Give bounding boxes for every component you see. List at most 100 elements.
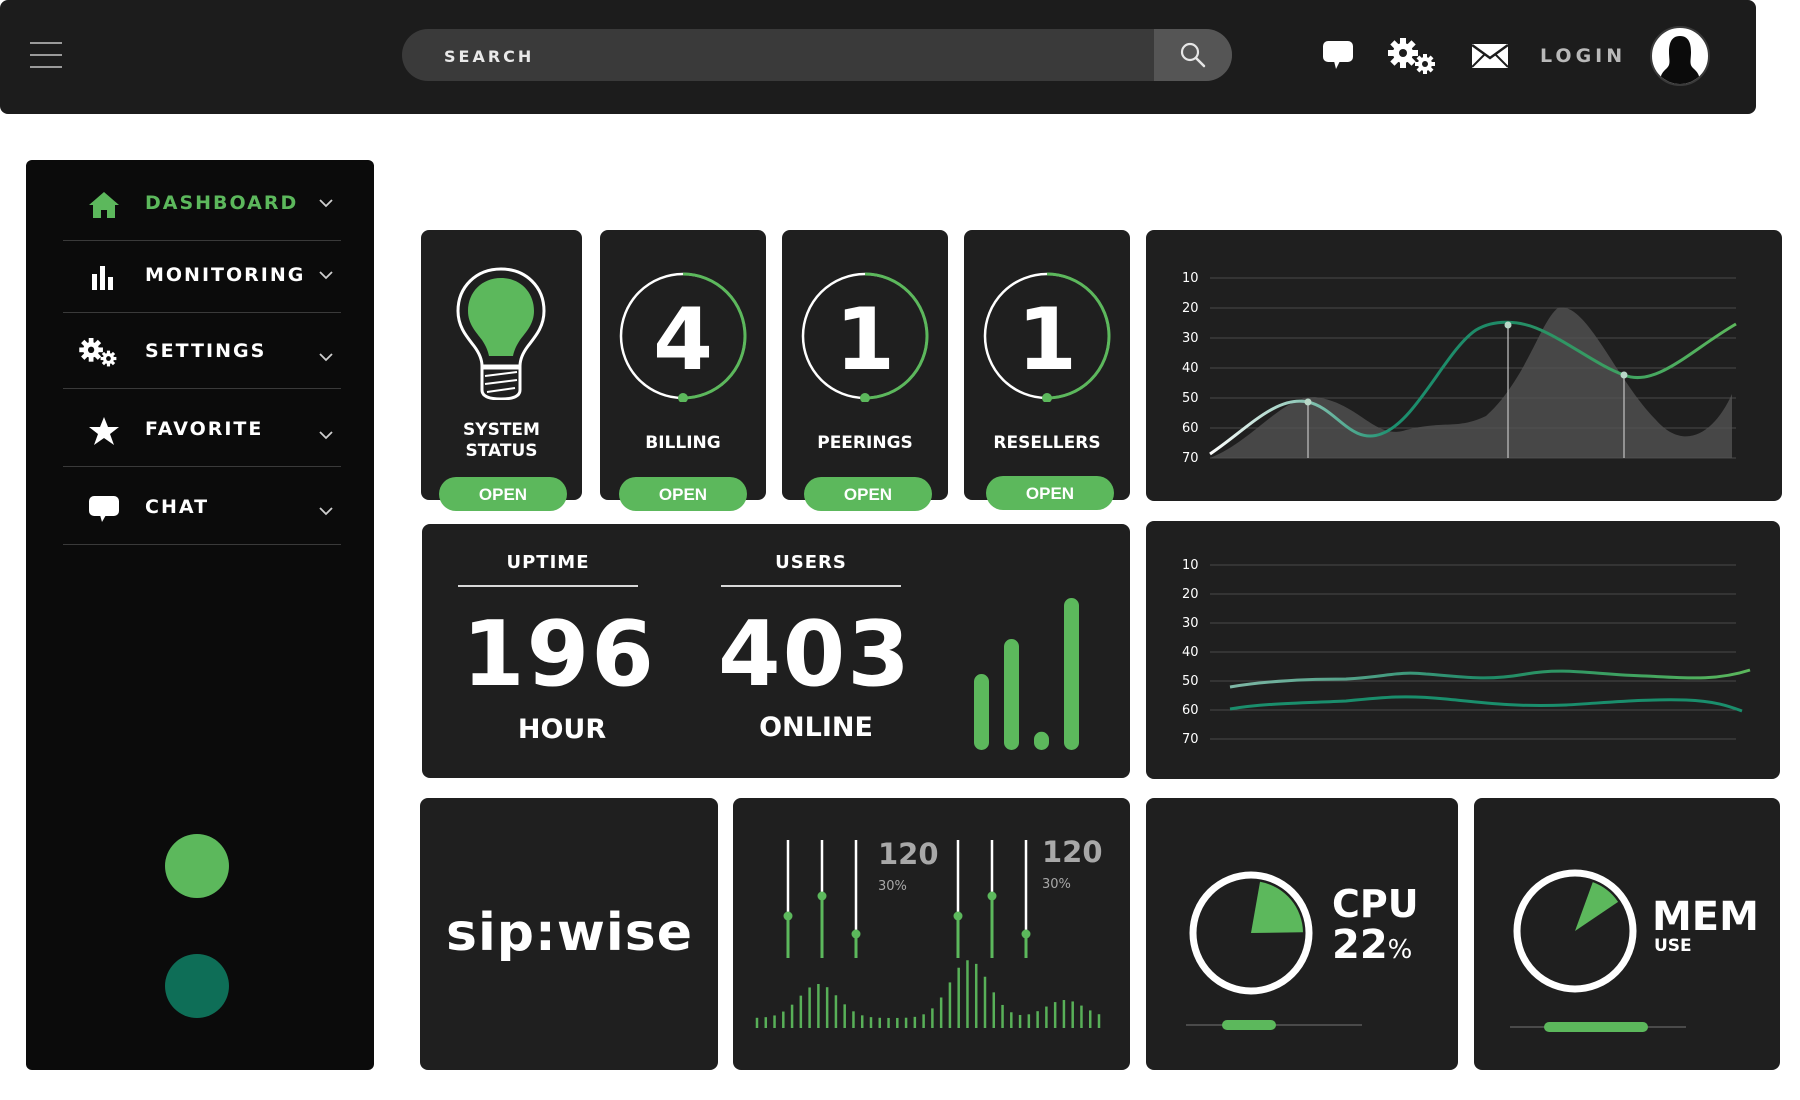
cpu-value: 22	[1332, 922, 1388, 968]
uptime-unit: HOUR	[517, 714, 607, 745]
hamburger-menu-icon[interactable]	[30, 42, 62, 68]
equalizer-panel: 120 30% 120 30%	[733, 798, 1130, 1070]
gears-icon	[79, 338, 117, 367]
y-tick-label: 70	[1182, 732, 1199, 747]
peerings-ring	[801, 272, 929, 402]
y-tick-label: 20	[1182, 301, 1199, 316]
peerings-open-button[interactable]: OPEN	[804, 477, 932, 511]
signal-bars	[974, 598, 1079, 750]
cpu-title: CPU	[1332, 882, 1419, 926]
y-tick-label: 60	[1182, 421, 1199, 436]
sidebar-item-label: SETTINGS	[145, 340, 267, 362]
billing-open-button[interactable]: OPEN	[619, 477, 747, 511]
eq-slider-knob[interactable]	[953, 911, 963, 921]
card-label: RESELLERS	[993, 433, 1101, 453]
equalizer-left-value: 120	[878, 837, 939, 871]
resellers-open-button[interactable]: OPEN	[986, 476, 1114, 510]
search-button[interactable]	[1154, 29, 1232, 81]
resellers-count: 1	[1017, 290, 1077, 390]
sidebar-item-monitoring[interactable]: MONITORING	[63, 242, 341, 313]
peerings-card: 1 PEERINGS OPEN	[782, 230, 948, 511]
system-status-open-button[interactable]: OPEN	[439, 477, 567, 511]
svg-text:sip:wise: sip:wise	[446, 904, 692, 963]
chat-icon[interactable]	[1322, 40, 1354, 70]
login-link[interactable]: LOGIN	[1540, 45, 1627, 67]
chevron-down-icon	[319, 271, 333, 280]
uptime-value: 196	[462, 602, 656, 707]
billing-count: 4	[653, 290, 713, 390]
area-series	[1210, 307, 1732, 458]
stats-panel: UPTIME USERS 196 403 HOUR ONLINE	[422, 524, 1130, 778]
y-tick-label: 40	[1182, 361, 1199, 376]
y-tick-label: 30	[1182, 616, 1199, 631]
user-silhouette-icon	[1660, 36, 1700, 84]
sidebar-item-dashboard[interactable]: DASHBOARD	[63, 170, 341, 241]
equalizer-left-percent: 30%	[878, 879, 907, 894]
card-label: STATUS	[465, 441, 538, 461]
status-dot-green[interactable]	[165, 834, 229, 898]
cpu-progress	[1222, 1020, 1276, 1030]
card-label: BILLING	[645, 433, 721, 453]
equalizer-right-value: 120	[1042, 835, 1103, 869]
cpu-panel: CPU 22%	[1146, 798, 1458, 1070]
sidebar-item-favorite[interactable]: FAVORITE	[63, 396, 341, 467]
y-tick-label: 40	[1182, 645, 1199, 660]
mem-title: MEM	[1652, 894, 1759, 940]
data-point	[1304, 398, 1312, 406]
cpu-unit: %	[1387, 935, 1413, 965]
users-value: 403	[718, 602, 912, 707]
mem-gauge	[1513, 869, 1637, 993]
uptime-label: UPTIME	[458, 552, 638, 587]
users-unit: ONLINE	[759, 712, 873, 743]
search-input[interactable]	[442, 29, 1096, 81]
eq-slider-knob[interactable]	[783, 911, 793, 921]
resellers-card: 1 RESELLERS OPEN	[964, 230, 1130, 510]
sidebar-item-chat[interactable]: CHAT	[63, 474, 341, 545]
cpu-value-line: 22%	[1332, 922, 1412, 968]
area-chart: 10 20 30 40 50 60 70	[1182, 271, 1737, 466]
mem-subtitle: USE	[1654, 936, 1692, 956]
billing-ring	[619, 272, 747, 402]
chevron-down-icon	[319, 507, 333, 516]
card-label: SYSTEM	[463, 420, 540, 440]
y-tick-label: 70	[1182, 451, 1199, 466]
equalizer-right-percent: 30%	[1042, 877, 1071, 892]
signal-bar	[974, 674, 989, 750]
sidebar: DASHBOARD MONITORING SETTINGS FAVORITE C	[26, 160, 374, 1070]
signal-bar	[1004, 639, 1019, 750]
signal-bar	[1034, 731, 1049, 750]
area-chart-panel: 10 20 30 40 50 60 70	[1146, 230, 1782, 501]
home-icon	[89, 192, 119, 218]
chevron-down-icon	[319, 353, 333, 362]
avatar[interactable]	[1650, 26, 1710, 86]
eq-slider-knob[interactable]	[1021, 929, 1031, 939]
sidebar-item-label: DASHBOARD	[145, 192, 299, 214]
chevron-down-icon	[319, 431, 333, 440]
y-tick-label: 20	[1182, 587, 1199, 602]
settings-gears-icon[interactable]	[1388, 38, 1438, 76]
mem-usage-wedge	[1575, 882, 1619, 931]
eq-slider-knob[interactable]	[851, 929, 861, 939]
sidebar-item-settings[interactable]: SETTINGS	[63, 318, 341, 389]
card-label: PEERINGS	[817, 433, 913, 453]
star-icon	[89, 417, 119, 445]
line-chart: 10 20 30 40 50 60 70	[1182, 558, 1751, 747]
eq-slider-knob[interactable]	[817, 891, 827, 901]
bar-chart-icon	[92, 266, 113, 290]
eq-slider-knob[interactable]	[987, 891, 997, 901]
system-status-card: SYSTEM STATUS OPEN	[421, 230, 582, 511]
y-tick-label: 10	[1182, 271, 1199, 286]
equalizer: 120 30% 120 30%	[755, 835, 1103, 1028]
y-tick-label: 10	[1182, 558, 1199, 573]
mem-panel: MEM USE	[1474, 798, 1780, 1070]
line-series-2	[1229, 695, 1743, 713]
resellers-ring	[983, 272, 1111, 402]
signal-bar	[1064, 598, 1079, 750]
peerings-count: 1	[835, 290, 895, 390]
status-dot-teal[interactable]	[165, 954, 229, 1018]
y-tick-label: 50	[1182, 674, 1199, 689]
top-bar: LOGIN	[0, 0, 1756, 114]
mem-progress	[1544, 1022, 1648, 1032]
chat-icon	[89, 496, 119, 522]
mail-icon[interactable]	[1472, 44, 1508, 68]
